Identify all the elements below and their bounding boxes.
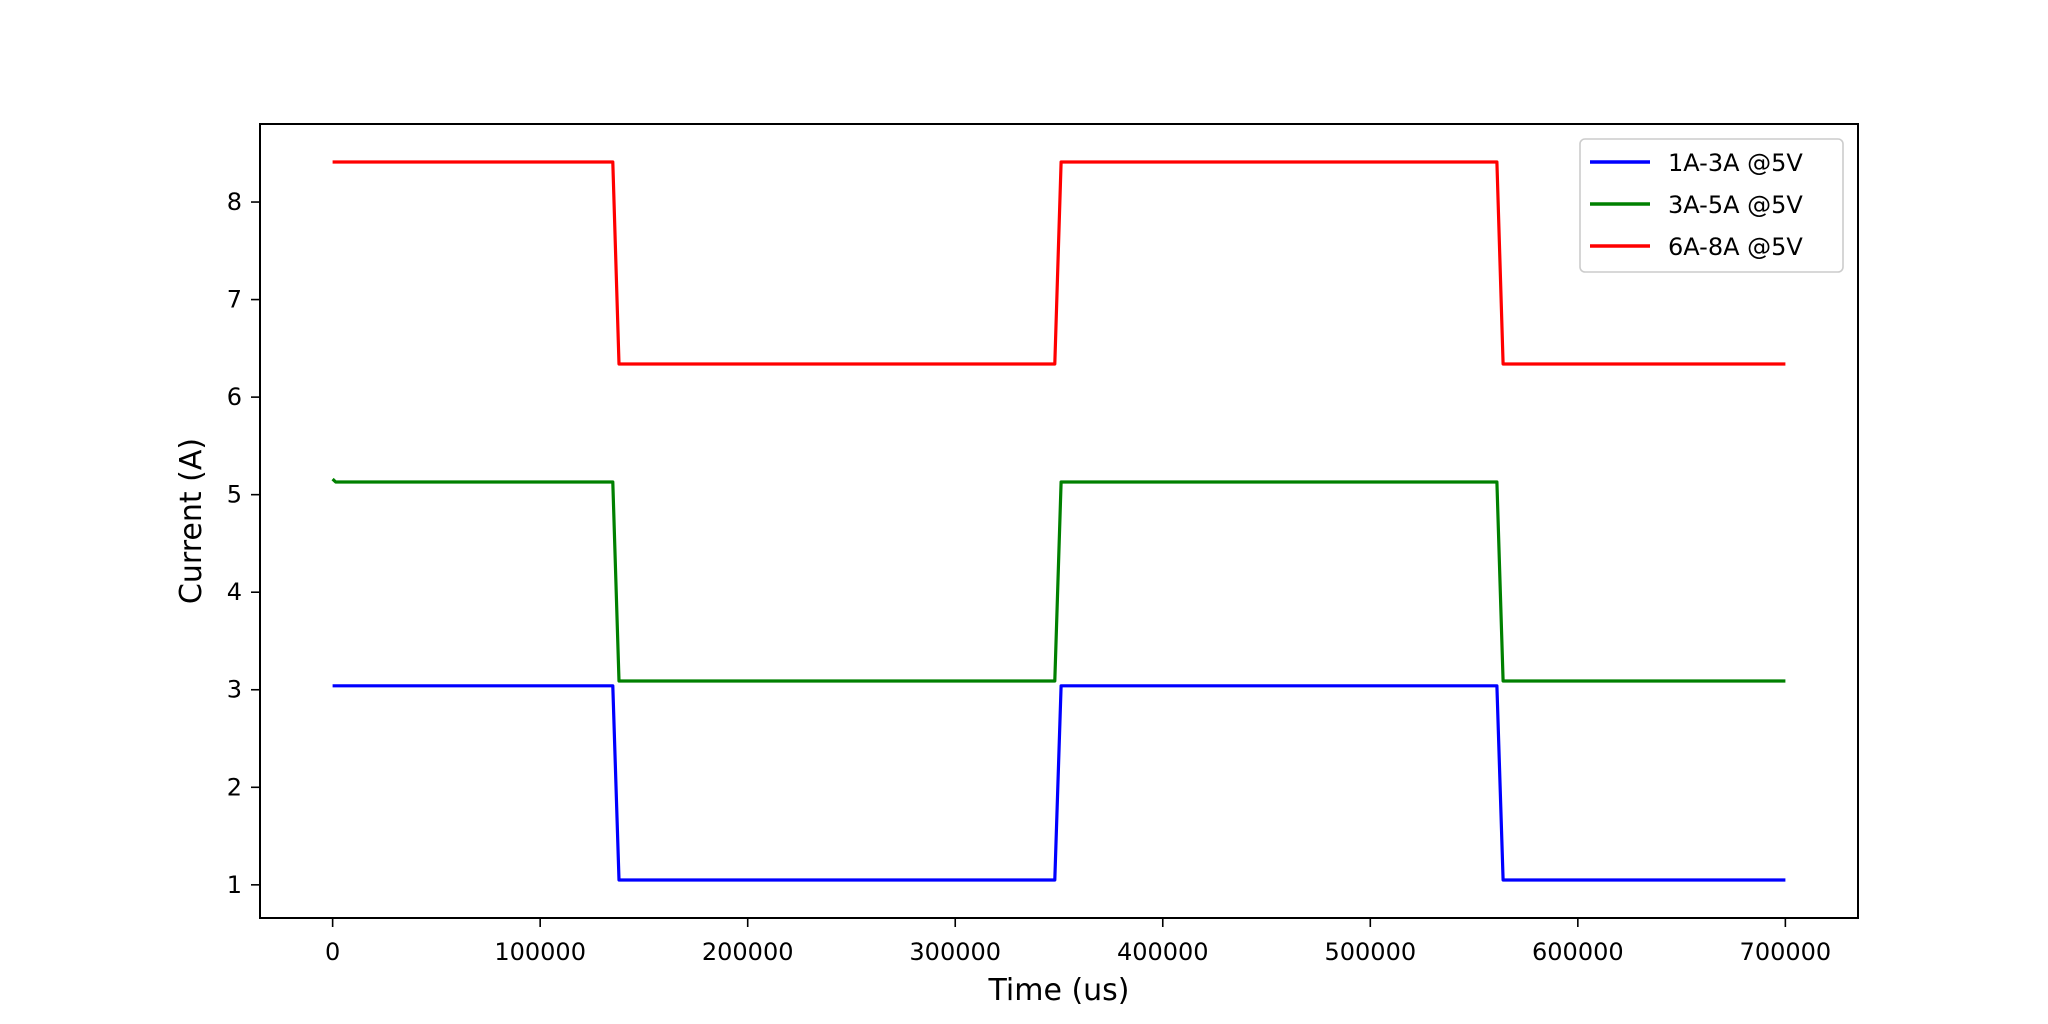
series-line-3 (332, 160, 1786, 366)
series-line-2 (331, 477, 1786, 683)
y-tick-label: 4 (227, 578, 242, 606)
y-tick-label: 7 (227, 286, 242, 314)
x-tick-label: 700000 (1740, 938, 1832, 966)
x-tick-label: 500000 (1324, 938, 1416, 966)
y-axis: 1 2 3 4 5 6 7 8 (227, 188, 260, 899)
legend-box (1579, 138, 1844, 273)
x-tick-label: 200000 (702, 938, 794, 966)
legend: 1A-3A @5V 3A-5A @5V 6A-8A @5V (1579, 138, 1844, 273)
legend-label-2: 3A-5A @5V (1668, 191, 1803, 219)
series-line-1 (332, 684, 1786, 882)
y-tick-label: 1 (227, 871, 242, 899)
x-axis: 0 100000 200000 300000 400000 500000 600000 700… (325, 918, 1831, 966)
y-tick-label: 2 (227, 773, 242, 801)
plot-frame (259, 123, 1859, 919)
y-tick-label: 3 (227, 676, 242, 704)
legend-label-3: 6A-8A @5V (1668, 233, 1803, 261)
x-tick-label: 0 (325, 938, 340, 966)
x-tick-label: 300000 (909, 938, 1001, 966)
y-tick-label: 5 (227, 481, 242, 509)
x-tick-label: 400000 (1117, 938, 1209, 966)
series-layer (331, 160, 1786, 882)
y-tick-label: 8 (227, 188, 242, 216)
y-tick-label: 6 (227, 383, 242, 411)
legend-label-1: 1A-3A @5V (1668, 149, 1803, 177)
x-tick-label: 100000 (494, 938, 586, 966)
y-axis-title: Current (A) (174, 438, 209, 604)
x-axis-title: Time (us) (987, 973, 1129, 1008)
x-tick-label: 600000 (1532, 938, 1624, 966)
